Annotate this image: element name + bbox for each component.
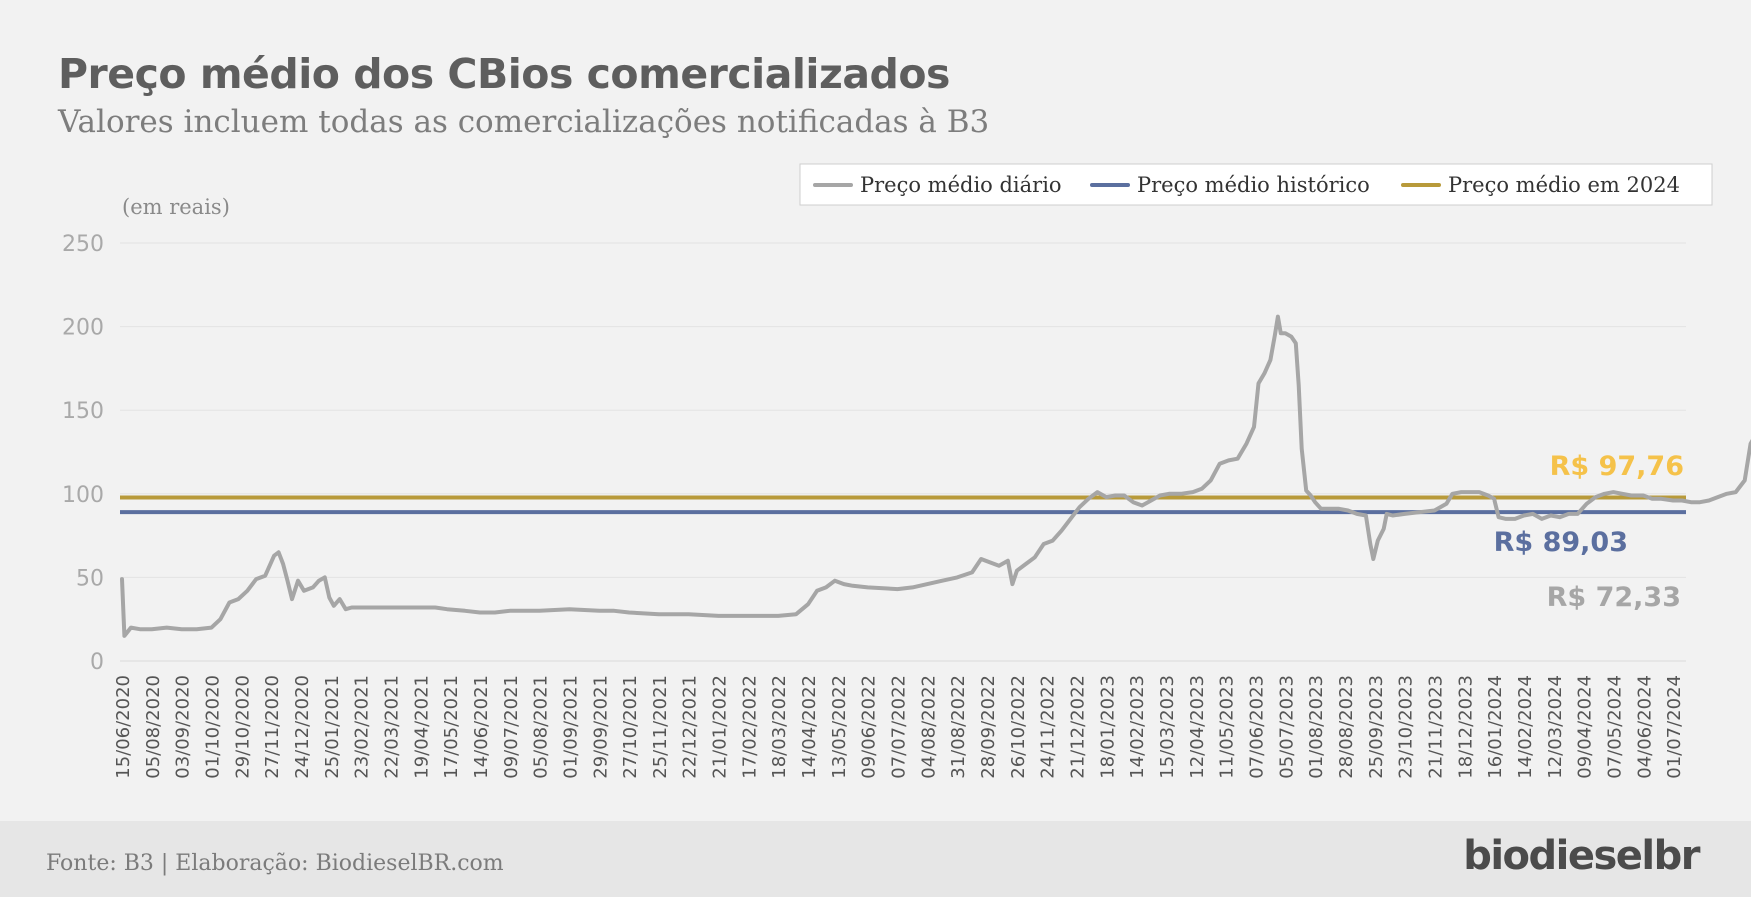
x-tick-label: 28/08/2023 bbox=[1336, 675, 1357, 779]
y-tick-label: 200 bbox=[62, 316, 104, 341]
legend-label-2: Preço médio em 2024 bbox=[1448, 173, 1680, 197]
legend-label-1: Preço médio histórico bbox=[1137, 173, 1370, 197]
x-tick-label: 09/04/2024 bbox=[1575, 675, 1596, 779]
x-tick-label: 09/07/2021 bbox=[501, 675, 522, 779]
brand-logo: biodieselbr bbox=[1463, 833, 1700, 879]
x-tick-label: 17/05/2021 bbox=[441, 675, 462, 779]
x-tick-label: 07/07/2022 bbox=[889, 675, 910, 779]
annotation-latest-price: R$ 72,33 bbox=[1547, 582, 1681, 613]
x-tick-label: 24/11/2022 bbox=[1038, 675, 1059, 779]
x-tick-label: 12/04/2023 bbox=[1187, 675, 1208, 779]
x-tick-label: 05/07/2023 bbox=[1276, 675, 1297, 779]
y-tick-label: 100 bbox=[62, 483, 104, 508]
x-tick-label: 04/06/2024 bbox=[1634, 675, 1655, 779]
x-tick-label: 19/04/2021 bbox=[411, 675, 432, 779]
x-tick-label: 23/02/2021 bbox=[352, 675, 373, 779]
chart-subtitle: Valores incluem todas as comercializaçõe… bbox=[58, 104, 990, 140]
x-tick-label: 18/03/2022 bbox=[769, 675, 790, 779]
x-tick-label: 27/11/2020 bbox=[262, 675, 283, 779]
x-tick-label: 29/10/2020 bbox=[232, 675, 253, 779]
x-tick-label: 25/01/2021 bbox=[322, 675, 343, 779]
x-tick-label: 17/02/2022 bbox=[739, 675, 760, 779]
x-tick-label: 09/06/2022 bbox=[859, 675, 880, 779]
footer-bar: Fonte: B3 | Elaboração: BiodieselBR.com … bbox=[0, 821, 1751, 897]
x-tick-label: 07/06/2023 bbox=[1246, 675, 1267, 779]
y-tick-label: 0 bbox=[90, 650, 104, 675]
x-tick-label: 11/05/2023 bbox=[1217, 675, 1238, 779]
x-tick-label: 22/12/2021 bbox=[680, 675, 701, 779]
y-tick-label: 50 bbox=[76, 566, 104, 591]
x-tick-label: 24/12/2020 bbox=[292, 675, 313, 779]
x-tick-label: 31/08/2022 bbox=[948, 675, 969, 779]
x-tick-label: 05/08/2021 bbox=[531, 675, 552, 779]
x-tick-label: 25/11/2021 bbox=[650, 675, 671, 779]
x-tick-label: 12/03/2024 bbox=[1545, 675, 1566, 779]
price-line-chart: (em reais) 0 50 100 150 200 250 15/06/2020 05/08… bbox=[62, 163, 1751, 779]
y-tick-label: 150 bbox=[62, 399, 104, 424]
x-tick-label: 26/10/2022 bbox=[1008, 675, 1029, 779]
x-tick-label: 03/09/2020 bbox=[173, 675, 194, 779]
x-tick-label: 21/12/2022 bbox=[1068, 675, 1089, 779]
chart-title: Preço médio dos CBios comercializados bbox=[58, 50, 950, 98]
x-tick-label: 01/08/2023 bbox=[1306, 675, 1327, 779]
source-note: Fonte: B3 | Elaboração: BiodieselBR.com bbox=[46, 851, 504, 876]
x-tick-label: 14/02/2023 bbox=[1127, 675, 1148, 779]
x-tick-label: 01/09/2021 bbox=[560, 675, 581, 779]
x-tick-label: 29/09/2021 bbox=[590, 675, 611, 779]
x-tick-label: 01/07/2024 bbox=[1664, 675, 1685, 779]
x-tick-label: 15/06/2020 bbox=[113, 675, 134, 779]
x-tick-label: 21/11/2023 bbox=[1425, 675, 1446, 779]
legend-label-0: Preço médio diário bbox=[860, 173, 1062, 197]
x-tick-label: 04/08/2022 bbox=[918, 675, 939, 779]
x-tick-label: 27/10/2021 bbox=[620, 675, 641, 779]
y-axis-label: (em reais) bbox=[122, 195, 230, 219]
y-tick-label: 250 bbox=[62, 232, 104, 257]
x-tick-label: 05/08/2020 bbox=[143, 675, 164, 779]
x-tick-label: 25/09/2023 bbox=[1366, 675, 1387, 779]
x-tick-label: 23/10/2023 bbox=[1396, 675, 1417, 779]
legend-box bbox=[799, 163, 1713, 206]
x-tick-label: 13/05/2022 bbox=[829, 675, 850, 779]
x-tick-label: 14/06/2021 bbox=[471, 675, 492, 779]
x-tick-label: 22/03/2021 bbox=[381, 675, 402, 779]
annotation-historical-average: R$ 89,03 bbox=[1494, 527, 1628, 558]
x-tick-label: 07/05/2024 bbox=[1604, 675, 1625, 779]
daily-price-line bbox=[120, 314, 1751, 638]
x-tick-label: 21/01/2022 bbox=[710, 675, 731, 779]
x-tick-label: 14/02/2024 bbox=[1515, 675, 1536, 779]
x-tick-label: 15/03/2023 bbox=[1157, 675, 1178, 779]
x-tick-label: 28/09/2022 bbox=[978, 675, 999, 779]
x-tick-label: 16/01/2024 bbox=[1485, 675, 1506, 779]
x-tick-label: 14/04/2022 bbox=[799, 675, 820, 779]
x-tick-label: 01/10/2020 bbox=[202, 675, 223, 779]
annotation-2024-average: R$ 97,76 bbox=[1550, 451, 1684, 482]
x-tick-label: 18/01/2023 bbox=[1097, 675, 1118, 779]
x-tick-label: 18/12/2023 bbox=[1455, 675, 1476, 779]
